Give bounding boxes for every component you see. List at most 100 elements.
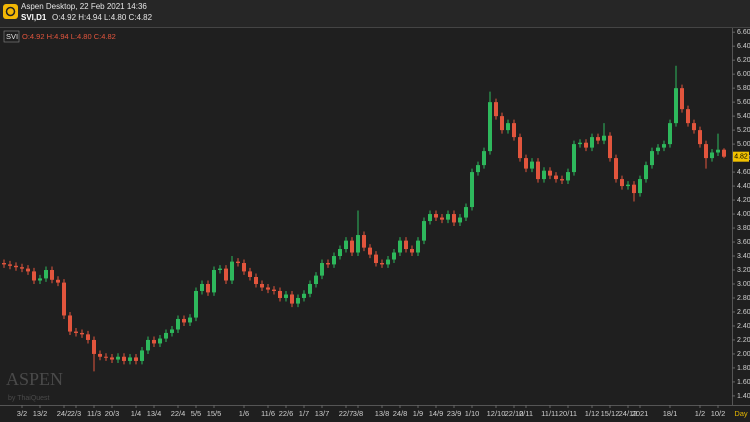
candle-body (2, 263, 6, 265)
x-tick-label: 10/2 (711, 409, 726, 418)
x-tick-label: 11/11 (541, 409, 559, 418)
candle-body (512, 123, 516, 138)
candle-body (98, 353, 102, 357)
candle-body (86, 334, 90, 340)
x-tick-label: 23/9 (447, 409, 462, 418)
candle-body (536, 161, 540, 180)
candle-body (26, 268, 30, 272)
candle-body (644, 165, 648, 180)
candle-body (248, 271, 252, 278)
x-tick-label: 11/3 (87, 409, 101, 418)
candle-body (620, 179, 624, 187)
x-tick-label: 20/3 (105, 409, 120, 418)
x-tick-label: 14/9 (429, 409, 444, 418)
x-tick-label: 22/7 (339, 409, 354, 418)
y-tick-label: 5.60 (737, 99, 750, 106)
candle-body (506, 123, 510, 131)
header-bar (0, 0, 750, 27)
x-tick-label: 1/2 (695, 409, 705, 418)
candle-body (50, 270, 54, 280)
symbol: SVI,D1 (21, 13, 47, 22)
candle-body (122, 356, 126, 361)
candle-body (686, 109, 690, 124)
x-tick-label: 2/3 (71, 409, 81, 418)
candle-body (182, 318, 186, 323)
x-tick-label: 15/5 (207, 409, 222, 418)
candle-body (224, 268, 228, 281)
header-ohlc: O:4.92 H:4.94 L:4.80 C:4.82 (52, 13, 153, 22)
candle-body (308, 283, 312, 294)
candle-body (524, 158, 528, 169)
y-tick-label: 6.60 (737, 29, 750, 36)
x-tick-label: 13/4 (147, 409, 162, 418)
candle-body (20, 267, 24, 269)
x-tick-label: 13/2 (33, 409, 48, 418)
candle-body (488, 102, 492, 152)
candle-body (584, 142, 588, 148)
candle-body (80, 332, 84, 335)
candle-body (722, 149, 726, 157)
y-tick-label: 5.80 (737, 85, 750, 92)
candle-body (140, 350, 144, 361)
candle-body (116, 356, 120, 360)
candle-body (38, 278, 42, 281)
candle-body (446, 214, 450, 220)
x-tick-label: 1/7 (299, 409, 309, 418)
period-label: Day (734, 409, 748, 418)
x-tick-label: 22/6 (279, 409, 294, 418)
candle-body (626, 184, 630, 187)
y-tick-label: 2.60 (737, 309, 750, 316)
candle-body (266, 287, 270, 290)
candle-body (14, 265, 18, 268)
candle-body (242, 263, 246, 272)
y-tick-label: 3.80 (737, 225, 750, 232)
candle-body (356, 235, 360, 253)
candle-body (638, 179, 642, 194)
x-tick-label: 3/2 (17, 409, 27, 418)
watermark-by: by ThaiQuest (8, 395, 50, 402)
app-logo-mark (5, 6, 16, 17)
candle-body (236, 261, 240, 264)
x-tick-label: 1/10 (465, 409, 480, 418)
candle-body (500, 116, 504, 131)
candle-body (170, 329, 174, 333)
candle-body (596, 137, 600, 141)
y-tick-label: 6.40 (737, 43, 750, 50)
x-tick-label: 1/12 (585, 409, 600, 418)
candle-body (428, 214, 432, 222)
candle-body (332, 256, 336, 265)
candle-body (392, 252, 396, 260)
x-tick-label: 11/6 (261, 409, 275, 418)
candle-body (338, 249, 342, 257)
last-price-label: 4.82 (734, 154, 748, 161)
candle-body (572, 144, 576, 173)
watermark-brand: ASPEN (6, 369, 63, 389)
x-tick-label: 13/8 (375, 409, 390, 418)
legend-box (3, 30, 20, 43)
candle-body (152, 339, 156, 344)
candle-body (398, 240, 402, 253)
candle-body (278, 290, 282, 298)
y-tick-label: 4.40 (737, 183, 750, 190)
candle-body (650, 151, 654, 166)
candle-body (32, 271, 36, 281)
candle-body (68, 315, 72, 332)
window-title: Aspen Desktop, 22 Feb 2021 14:36 (21, 2, 147, 11)
candle-body (452, 214, 456, 223)
candle-body (350, 240, 354, 253)
candle-body (656, 147, 660, 152)
candle-body (554, 175, 558, 180)
candle-body (188, 317, 192, 323)
candle-body (470, 172, 474, 208)
x-tick-label: 1/4 (131, 409, 141, 418)
candle-body (440, 217, 444, 220)
candle-body (380, 263, 384, 265)
x-tick-label: 22/4 (171, 409, 186, 418)
candle-body (290, 294, 294, 304)
candle-body (698, 130, 702, 145)
candle-body (668, 123, 672, 145)
x-tick-label: 24/8 (393, 409, 408, 418)
candle-body (404, 240, 408, 250)
